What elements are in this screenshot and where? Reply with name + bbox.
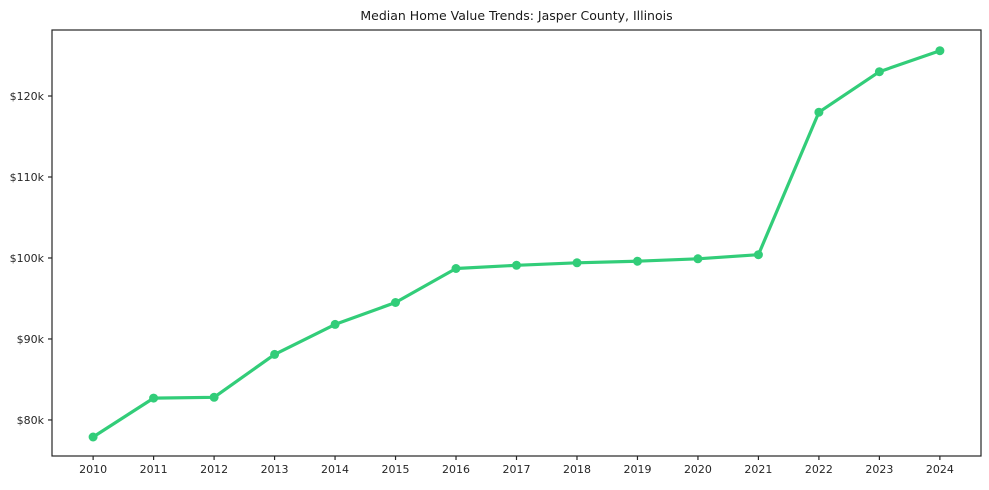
x-tick-label: 2023 [865, 463, 893, 476]
data-point-marker [270, 349, 280, 359]
x-tick-label: 2019 [623, 463, 651, 476]
x-tick-label: 2017 [503, 463, 531, 476]
x-tick-label: 2010 [79, 463, 107, 476]
data-point-marker [753, 250, 763, 260]
x-tick-label: 2015 [382, 463, 410, 476]
data-point-marker [633, 256, 642, 266]
x-tick-label: 2011 [140, 463, 168, 476]
data-point-marker [874, 67, 884, 77]
data-point-marker [88, 432, 98, 442]
data-point-marker [693, 254, 703, 264]
y-tick-label: $110k [10, 171, 45, 184]
x-tick-label: 2020 [684, 463, 712, 476]
y-tick-label: $80k [17, 414, 45, 427]
x-tick-label: 2024 [926, 463, 954, 476]
data-point-marker [935, 46, 945, 56]
data-point-marker [451, 264, 461, 273]
x-tick-label: 2013 [261, 463, 289, 476]
x-tick-label: 2021 [744, 463, 772, 476]
x-tick-label: 2014 [321, 463, 349, 476]
x-tick-label: 2016 [442, 463, 470, 476]
data-point-marker [330, 319, 340, 329]
trend-line [91, 49, 942, 439]
x-tick-label: 2022 [805, 463, 833, 476]
data-point-marker [209, 392, 219, 402]
data-point-marker [391, 298, 400, 307]
y-tick-label: $90k [17, 333, 45, 346]
x-tick-label: 2012 [200, 463, 228, 476]
plot-border [51, 29, 982, 457]
y-tick-label: $100k [10, 252, 45, 265]
chart-title: Median Home Value Trends: Jasper County,… [360, 8, 672, 23]
y-tick-label: $120k [10, 90, 45, 103]
data-point-marker [149, 393, 159, 403]
plot-area: $80k $90k $100k $110k $120k 2010 2011 2012 2013 2… [10, 29, 982, 476]
data-point-marker [572, 258, 582, 268]
data-point-marker [512, 260, 521, 270]
data-point-marker [814, 107, 824, 117]
x-tick-label: 2018 [563, 463, 591, 476]
